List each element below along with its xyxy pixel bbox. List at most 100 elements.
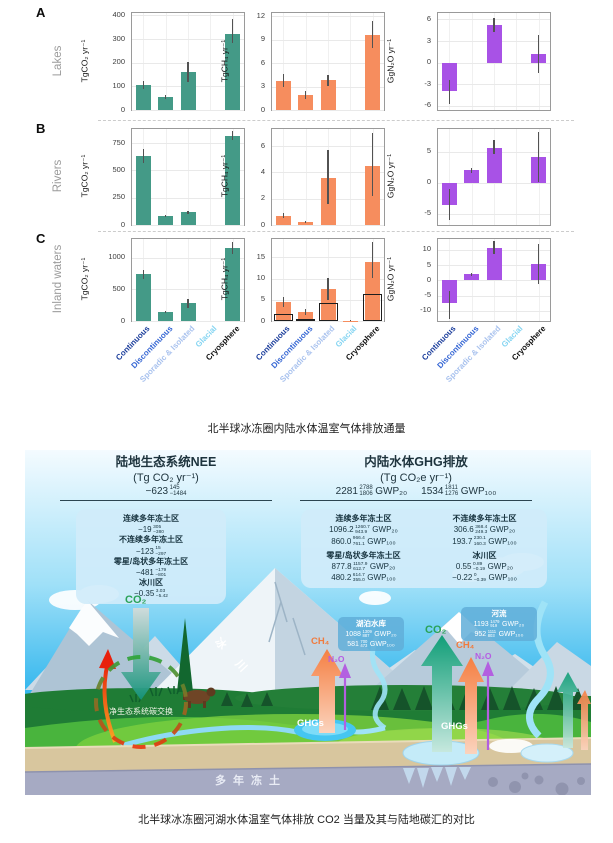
gridline-horizontal (438, 295, 550, 297)
bar (320, 80, 336, 110)
gridline-vertical (210, 13, 212, 110)
region-name: 冰川区 (472, 550, 497, 560)
co2-label-pond: CO₂ (425, 624, 447, 636)
value-main: 0.55 (455, 561, 472, 571)
value-range-high: 15 (155, 546, 161, 552)
value-range-high: 966.4 (352, 536, 365, 542)
y-tick-label: 250 (112, 192, 125, 202)
gridline-vertical (350, 239, 352, 321)
gridline-horizontal (438, 213, 550, 215)
n2o-label-lake: N₂O (328, 654, 345, 664)
gridline-vertical (350, 129, 352, 225)
error-bar (142, 269, 144, 280)
chart-plot (437, 12, 551, 111)
y-tick-label: 500 (112, 164, 125, 174)
gridline-vertical (449, 129, 451, 225)
value-main: 1193 (473, 620, 489, 628)
error-bar (142, 81, 144, 90)
bar (365, 261, 381, 321)
water-body-value-line: 1088 1309 887 GWP₂₀ (341, 629, 401, 639)
chart-plot (271, 238, 385, 322)
nee-region-box: 连续多年冻土区 −19 305 −380 不连续多年冻土区 −123 15 −297 零星/岛状… (76, 509, 226, 605)
value-range-high: 1260.7 (355, 525, 370, 530)
gridline-horizontal (438, 182, 550, 184)
value-range-high: 145 (169, 485, 180, 491)
gridline-vertical (328, 13, 329, 110)
value-range: 230.1 160.3 (474, 536, 486, 546)
bar (365, 34, 381, 110)
value-range-high: 1479 (490, 618, 500, 624)
panel-letter: C (36, 231, 46, 246)
gridline-horizontal (272, 146, 384, 148)
panel-letter: A (36, 5, 46, 20)
value-main: 877.8 (331, 561, 352, 571)
value-unit: GWP₂₀ (369, 561, 396, 571)
gridline-horizontal (132, 197, 244, 199)
y-tick-label: 0 (426, 274, 431, 284)
gridline-horizontal (132, 15, 244, 17)
row-label: Lakes (52, 45, 64, 76)
value-range-low: −801 (155, 572, 167, 578)
region-cell: 连续多年冻土区 1096.2 1260.7 943.9 GWP₂₀ 860.0 966.4 7… (307, 514, 420, 547)
error-bar (282, 212, 284, 219)
value-range-high: 0.89 (472, 561, 483, 567)
value-range: 1811 1276 (445, 485, 458, 498)
gridline-horizontal (438, 310, 550, 312)
row-label: Rivers (52, 159, 64, 193)
y-tick-label: 6 (426, 13, 431, 23)
row-label: Inland waters (52, 244, 64, 314)
value: 877.8 1157.9 612.7 GWP₂₀ (332, 562, 396, 572)
value-range: 1479 919 (490, 618, 500, 629)
value: 1534 1811 1276 GWP₁₀₀ (421, 485, 496, 498)
gridline-vertical (283, 239, 285, 321)
error-bar (164, 310, 167, 314)
region-value-line: 1096.2 1260.7 943.9 GWP₂₀ (307, 525, 420, 535)
chart-plot (271, 128, 385, 226)
pond-co2-arrow (421, 635, 463, 752)
gridline-vertical (516, 13, 518, 110)
value-range: 305 −380 (153, 525, 164, 535)
bar (298, 311, 314, 321)
y-tick-label: 6 (260, 140, 265, 150)
y-axis-title: TgCO₂ yr⁻¹ (79, 39, 90, 82)
error-bar (349, 320, 352, 321)
bar (180, 303, 196, 321)
value-range: 966.4 761.1 (353, 536, 365, 546)
y-tick-label: 6 (260, 57, 265, 67)
water-body-value-line: 952 1111 803 GWP₁₀₀ (464, 629, 534, 639)
value-unit: GWP₂₀ (375, 485, 408, 497)
value: 480.2 614.7 355.0 GWP₁₀₀ (331, 573, 396, 583)
value-range-high: 700 (360, 638, 368, 644)
value-range-high: 230.1 (473, 536, 486, 542)
chart-plot (131, 128, 245, 226)
value-main: 480.2 (331, 573, 352, 583)
lake-reservoir-box: 湖泊水库 1088 1309 887 GWP₂₀ 581 700 473 GWP₁₀₀ (338, 617, 404, 651)
bar-chart-grid: TgCO₂ yr⁻¹ 0 100 200 300 400 TgCH₄ yr⁻¹ 0 3 6 9 12 G… (0, 0, 613, 412)
gridline-horizontal (132, 289, 244, 291)
value-main: 306.6 (453, 525, 474, 535)
y-tick-label: 300 (112, 33, 125, 43)
ghg-header: 内陆水体GHG排放 (Tg CO₂e yr⁻¹) 2281 2788 1806 GWP… (297, 451, 535, 501)
region-name: 不连续多年冻土区 (452, 514, 517, 523)
value-range-low: −0.19 (472, 566, 486, 572)
nee-total: −623 145 −1484 (53, 485, 279, 498)
water-body-value-line: 1193 1479 919 GWP₂₀ (464, 618, 534, 629)
y-tick-label: 750 (112, 137, 125, 147)
value-unit: GWP₂₀ (489, 525, 516, 535)
value-range: 2788 1806 (359, 485, 372, 498)
error-bar (232, 18, 234, 43)
y-tick-label: 5 (260, 294, 265, 304)
value-range-high: 3.03 (155, 589, 166, 595)
region-cell: 不连续多年冻土区 306.6 368.4 249.3 GWP₂₀ 193.7 230.1 16… (428, 514, 541, 547)
y-tick-label: -6 (424, 100, 431, 110)
region-value-line: −0.22 0 −0.39 GWP₁₀₀ (428, 573, 541, 583)
value-range-high: 2788 (359, 485, 373, 491)
value-range: 0.89 −0.19 (473, 562, 485, 572)
gridline-vertical (210, 129, 212, 225)
bar (320, 289, 336, 321)
gridline-horizontal (132, 257, 244, 259)
y-tick-label: 15 (256, 251, 265, 261)
lake-ch4-arrow (311, 649, 343, 733)
y-tick-label: 400 (112, 9, 125, 19)
